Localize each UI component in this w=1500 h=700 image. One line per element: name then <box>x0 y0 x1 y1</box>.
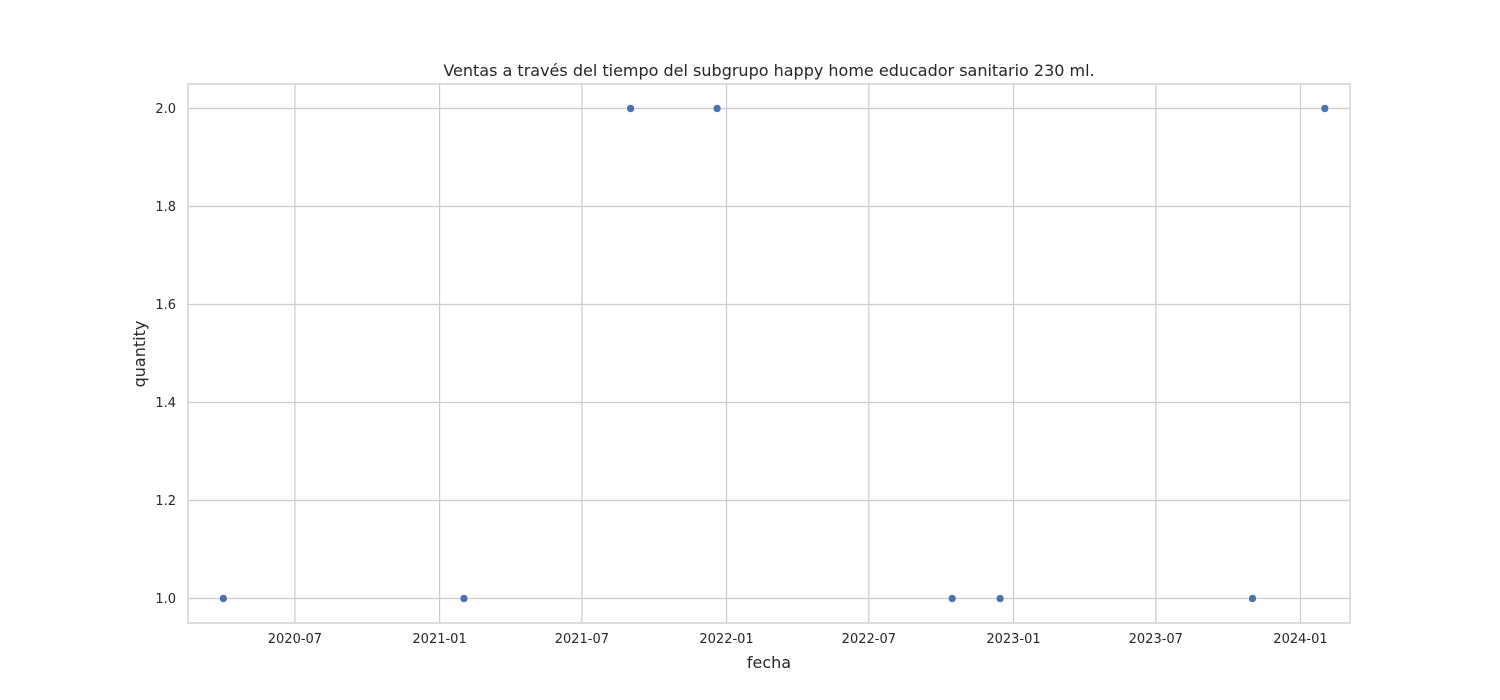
data-point <box>995 594 1005 603</box>
x-axis-label: fecha <box>747 653 791 672</box>
x-tick-label: 2021-07 <box>555 632 609 647</box>
y-tick-label: 1.4 <box>155 396 176 411</box>
y-tick-label: 1.6 <box>155 298 176 313</box>
data-point <box>459 594 469 603</box>
x-tick-label: 2022-07 <box>842 632 896 647</box>
data-point <box>1248 594 1257 603</box>
data-point <box>712 104 722 113</box>
y-tick-labels: 1.0 1.2 1.4 1.6 1.8 2.0 <box>155 102 176 607</box>
plot-frame <box>187 83 1351 624</box>
y-tick-label: 1.8 <box>155 200 176 215</box>
data-point <box>219 594 228 603</box>
chart-title: Ventas a través del tiempo del subgrupo … <box>443 61 1094 80</box>
x-tick-labels: 2020-07 2021-01 2021-07 2022-01 2022-07 2023-… <box>268 632 1328 647</box>
x-tick-label: 2020-07 <box>268 632 322 647</box>
data-points <box>219 104 1330 603</box>
grid-lines <box>188 84 1350 623</box>
y-tick-label: 1.0 <box>155 592 176 607</box>
data-point <box>626 104 635 113</box>
x-tick-label: 2022-01 <box>699 632 753 647</box>
x-tick-label: 2021-01 <box>412 632 466 647</box>
y-tick-label: 2.0 <box>155 102 176 117</box>
x-tick-label: 2023-01 <box>986 632 1040 647</box>
data-point <box>1320 104 1330 113</box>
data-point <box>947 594 957 603</box>
plot-background <box>188 84 1350 623</box>
x-tick-label: 2023-07 <box>1129 632 1183 647</box>
x-tick-label: 2024-01 <box>1273 632 1327 647</box>
y-axis-label: quantity <box>130 321 149 388</box>
y-tick-label: 1.2 <box>155 494 176 509</box>
